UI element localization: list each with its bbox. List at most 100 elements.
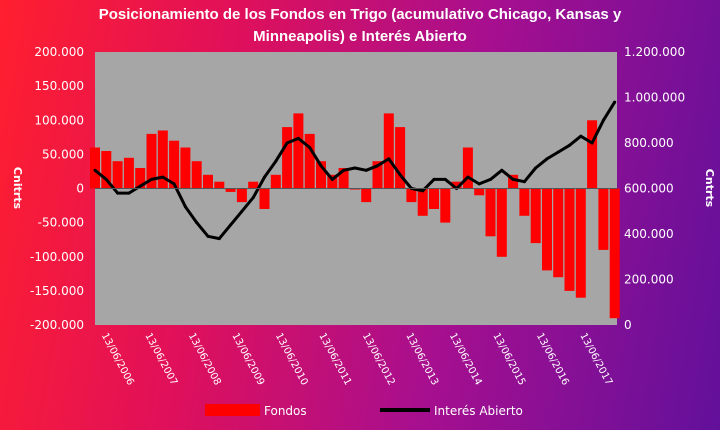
legend-label-fondos: Fondos [264, 404, 307, 418]
fondos-bar [485, 188, 496, 237]
x-tick-label: 13/06/2011 [316, 331, 353, 387]
fondos-bar [282, 127, 293, 189]
fondos-bar [214, 181, 225, 189]
open-interest-point [590, 141, 594, 145]
fondos-bar [293, 113, 304, 189]
y-right-tick-label: 800.000 [624, 136, 674, 150]
fondos-bar [180, 147, 191, 189]
fondos-bar [327, 174, 338, 189]
open-interest-point [138, 184, 142, 188]
fondos-bar [395, 127, 406, 189]
y-left-tick-label: 0 [76, 182, 84, 196]
fondos-bar [609, 188, 620, 319]
fondos-bar [406, 188, 417, 203]
fondos-bar [270, 174, 281, 189]
open-interest-point [150, 177, 153, 181]
x-tick-label: 13/06/2015 [490, 331, 527, 387]
y-left-tick-label: 150.000 [34, 79, 84, 93]
y-left-axis-title: Cnitrts [11, 167, 24, 210]
open-interest-point [545, 157, 549, 161]
open-interest-point [342, 168, 346, 172]
open-interest-point [240, 209, 244, 213]
fondos-bar [236, 188, 247, 203]
open-interest-point [116, 191, 120, 195]
fondos-bar [417, 188, 428, 216]
open-interest-point [387, 157, 391, 161]
fondos-bar [191, 161, 202, 189]
open-interest-point [263, 175, 266, 179]
fondos-bar [304, 133, 315, 189]
y-left-tick-label: -100.000 [30, 250, 84, 264]
y-left-tick-label: 50.000 [42, 147, 84, 161]
fondos-bar [169, 140, 180, 189]
y-right-tick-label: 400.000 [624, 227, 674, 241]
open-interest-point [93, 168, 97, 172]
fondos-bar [383, 113, 394, 189]
fondos-bar [508, 174, 519, 189]
open-interest-point [376, 164, 379, 168]
fondos-bar [462, 147, 473, 189]
x-tick-label: 13/06/2014 [447, 331, 484, 387]
x-tick-label: 13/06/2008 [186, 331, 223, 387]
x-tick-label: 13/06/2007 [142, 331, 179, 387]
open-interest-point [229, 223, 233, 227]
open-interest-point [556, 150, 560, 154]
y-left-tick-label: 200.000 [34, 45, 84, 59]
open-interest-point [489, 177, 492, 181]
y-left-tick-label: -200.000 [30, 318, 84, 332]
fondos-bar [338, 168, 349, 189]
fondos-bar [157, 130, 168, 189]
open-interest-point [330, 177, 334, 181]
fondos-bar [203, 174, 213, 189]
y-right-tick-label: 1.000.000 [624, 91, 685, 105]
fondos-bar [248, 181, 259, 189]
legend-swatch-fondos [205, 404, 260, 416]
open-interest-point [432, 177, 436, 181]
open-interest-point [522, 180, 526, 184]
open-interest-point [251, 196, 255, 200]
open-interest-point [217, 237, 221, 241]
open-interest-point [613, 100, 617, 104]
fondos-bar [519, 188, 530, 216]
open-interest-point [206, 234, 210, 238]
y-left-tick-label: -150.000 [30, 284, 84, 298]
open-interest-point [104, 177, 108, 181]
open-interest-point [183, 205, 187, 209]
y-right-tick-label: 1.200.000 [624, 45, 685, 59]
open-interest-point [398, 173, 402, 177]
open-interest-point [296, 136, 300, 140]
fondos-bar [575, 188, 586, 298]
fondos-bar [123, 157, 134, 189]
open-interest-point [353, 166, 357, 170]
fondos-bar [598, 188, 609, 250]
fondos-bar [146, 133, 157, 189]
fondos-bar [542, 188, 552, 271]
open-interest-point [274, 159, 278, 163]
x-tick-label: 13/06/2016 [534, 331, 571, 387]
fondos-bars [90, 113, 620, 319]
fondos-bar [474, 188, 485, 196]
y-right-tick-label: 200.000 [624, 273, 674, 287]
y-left-tick-label: 100.000 [34, 113, 84, 127]
fondos-bar [587, 120, 598, 189]
fondos-bar [316, 161, 326, 189]
y-right-tick-label: 0 [624, 318, 632, 332]
x-tick-label: 13/06/2013 [403, 331, 440, 387]
open-interest-point [195, 221, 199, 225]
fondos-bar [90, 147, 100, 189]
legend-label-open-interest: Interés Abierto [434, 404, 523, 418]
x-tick-label: 13/06/2006 [99, 331, 136, 387]
open-interest-point [500, 168, 504, 172]
fondos-bar [112, 161, 123, 189]
x-tick-label: 13/06/2009 [229, 331, 266, 387]
chart-title: Posicionamiento de los Fondos en Trigo (… [98, 6, 622, 45]
x-tick-label: 13/06/2010 [273, 331, 310, 387]
open-interest-point [511, 177, 515, 181]
x-tick-label: 13/06/2017 [577, 331, 614, 387]
open-interest-point [172, 182, 176, 186]
fondos-bar [564, 188, 575, 291]
open-interest-point [319, 164, 323, 168]
fondos-bar [440, 188, 451, 223]
